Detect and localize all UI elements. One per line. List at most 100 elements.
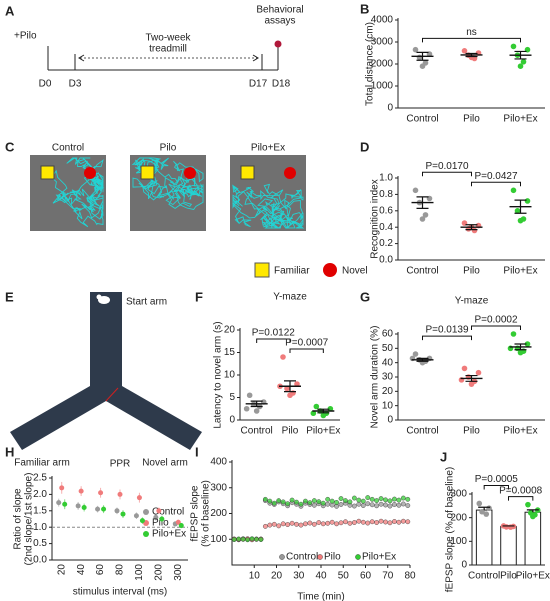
- data-point: [475, 369, 482, 376]
- data-point: [378, 518, 384, 524]
- legend-label: Pilo+Ex: [362, 552, 396, 563]
- arm-label: Novel arm: [142, 458, 188, 469]
- data-point: [249, 536, 255, 542]
- data-point: [347, 520, 353, 526]
- sem-bar: [465, 224, 478, 231]
- sem-bar: [514, 50, 527, 60]
- data-point: [117, 491, 123, 497]
- y-axis-label: Novel arm duration (%): [370, 326, 381, 429]
- data-point: [392, 519, 397, 524]
- track-title: Control: [52, 143, 84, 154]
- data-point: [405, 519, 411, 525]
- familiar-icon: [254, 262, 270, 278]
- y-tick-label: 200: [450, 512, 467, 523]
- y-tick-label: 0.2: [379, 238, 393, 249]
- x-tick-label: Pilo: [500, 571, 517, 582]
- data-point: [461, 48, 468, 54]
- x-tick-label: Pilo+Ex: [503, 266, 537, 277]
- day-label: D17: [249, 79, 268, 90]
- data-point: [392, 502, 397, 507]
- data-point: [231, 537, 237, 542]
- significance-label: P=0.0427: [474, 171, 518, 182]
- axis-line: [231, 460, 410, 566]
- panel-label: D: [360, 139, 369, 154]
- data-point: [289, 520, 295, 526]
- data-point: [243, 405, 250, 412]
- legend-label: Pilo+Ex: [152, 529, 186, 540]
- data-point: [510, 331, 517, 337]
- panel-label: F: [195, 289, 203, 304]
- novel-object: [284, 167, 296, 179]
- data-point: [62, 501, 68, 507]
- data-point: [325, 501, 331, 507]
- x-axis-label: Time (min): [297, 592, 344, 601]
- panel-label: A: [5, 3, 15, 18]
- data-point: [311, 502, 317, 508]
- x-tick-label: Control: [406, 114, 438, 125]
- y-tick-label: 15: [224, 347, 236, 358]
- x-tick-label: 70: [382, 571, 394, 582]
- data-point: [374, 520, 380, 525]
- significance-label: P=0.0122: [252, 328, 296, 339]
- maze: Start arm Familiar arm Novel arm: [10, 292, 202, 469]
- data-point: [468, 381, 475, 387]
- data-point: [365, 495, 371, 500]
- data-point: [81, 505, 87, 511]
- data-point: [356, 501, 362, 507]
- chart-title: Y-maze: [273, 292, 307, 303]
- y-tick-label: 10: [382, 400, 394, 411]
- data-point: [378, 496, 384, 501]
- y-tick-label: 3000: [371, 37, 394, 48]
- legend-marker: [355, 554, 361, 560]
- significance-label: P=0.0170: [425, 161, 469, 172]
- track-panels: Control Pilo Pilo+Ex Familiar Novel: [30, 143, 368, 278]
- data-point: [383, 502, 388, 508]
- data-point: [360, 498, 366, 504]
- data-point: [280, 354, 286, 360]
- y-tick-label: 0: [387, 415, 393, 426]
- x-tick-label: 100: [134, 564, 145, 581]
- y-tick-label: 2.5: [33, 473, 47, 484]
- data-point: [325, 520, 331, 526]
- data-point: [483, 511, 490, 517]
- x-tick-label: Pilo+Ex: [503, 114, 537, 125]
- x-tick-label: Control: [406, 426, 438, 437]
- data-point: [365, 501, 371, 507]
- legend-label: Control: [152, 507, 184, 518]
- x-tick-label: 10: [249, 571, 261, 582]
- data-point: [351, 520, 357, 525]
- y-axis-label: Ratio of slope: [13, 488, 24, 550]
- data-point: [422, 212, 429, 218]
- x-tick-label: 30: [293, 571, 305, 582]
- bar: [500, 525, 517, 566]
- data-point: [334, 500, 339, 505]
- data-point: [245, 537, 250, 543]
- data-point: [284, 385, 290, 392]
- data-point: [307, 520, 313, 526]
- data-point: [387, 520, 393, 526]
- data-point: [262, 523, 268, 529]
- panel-label: G: [360, 289, 370, 304]
- assay-label: Behavioral: [256, 5, 303, 16]
- y-tick-label: 300: [210, 482, 227, 493]
- x-tick-label: 40: [76, 564, 87, 576]
- data-point: [139, 518, 145, 524]
- sem-bar: [465, 374, 478, 382]
- sem-bar: [514, 199, 527, 214]
- data-point: [311, 521, 317, 527]
- data-point: [285, 522, 291, 527]
- data-point: [98, 490, 104, 496]
- y-tick-label: 20: [224, 325, 236, 336]
- data-point: [387, 503, 393, 509]
- significance-label: P=0.0007: [285, 338, 329, 349]
- x-tick-label: 40: [315, 571, 327, 582]
- data-point: [347, 499, 353, 505]
- data-point: [334, 521, 339, 527]
- chart-title: PPR: [110, 459, 131, 470]
- x-tick-label: 80: [115, 564, 126, 576]
- familiar-object: [240, 165, 255, 180]
- y-tick-label: 0: [229, 415, 235, 426]
- data-point: [327, 405, 334, 412]
- legend-label: Novel: [342, 266, 368, 277]
- data-point: [236, 536, 242, 542]
